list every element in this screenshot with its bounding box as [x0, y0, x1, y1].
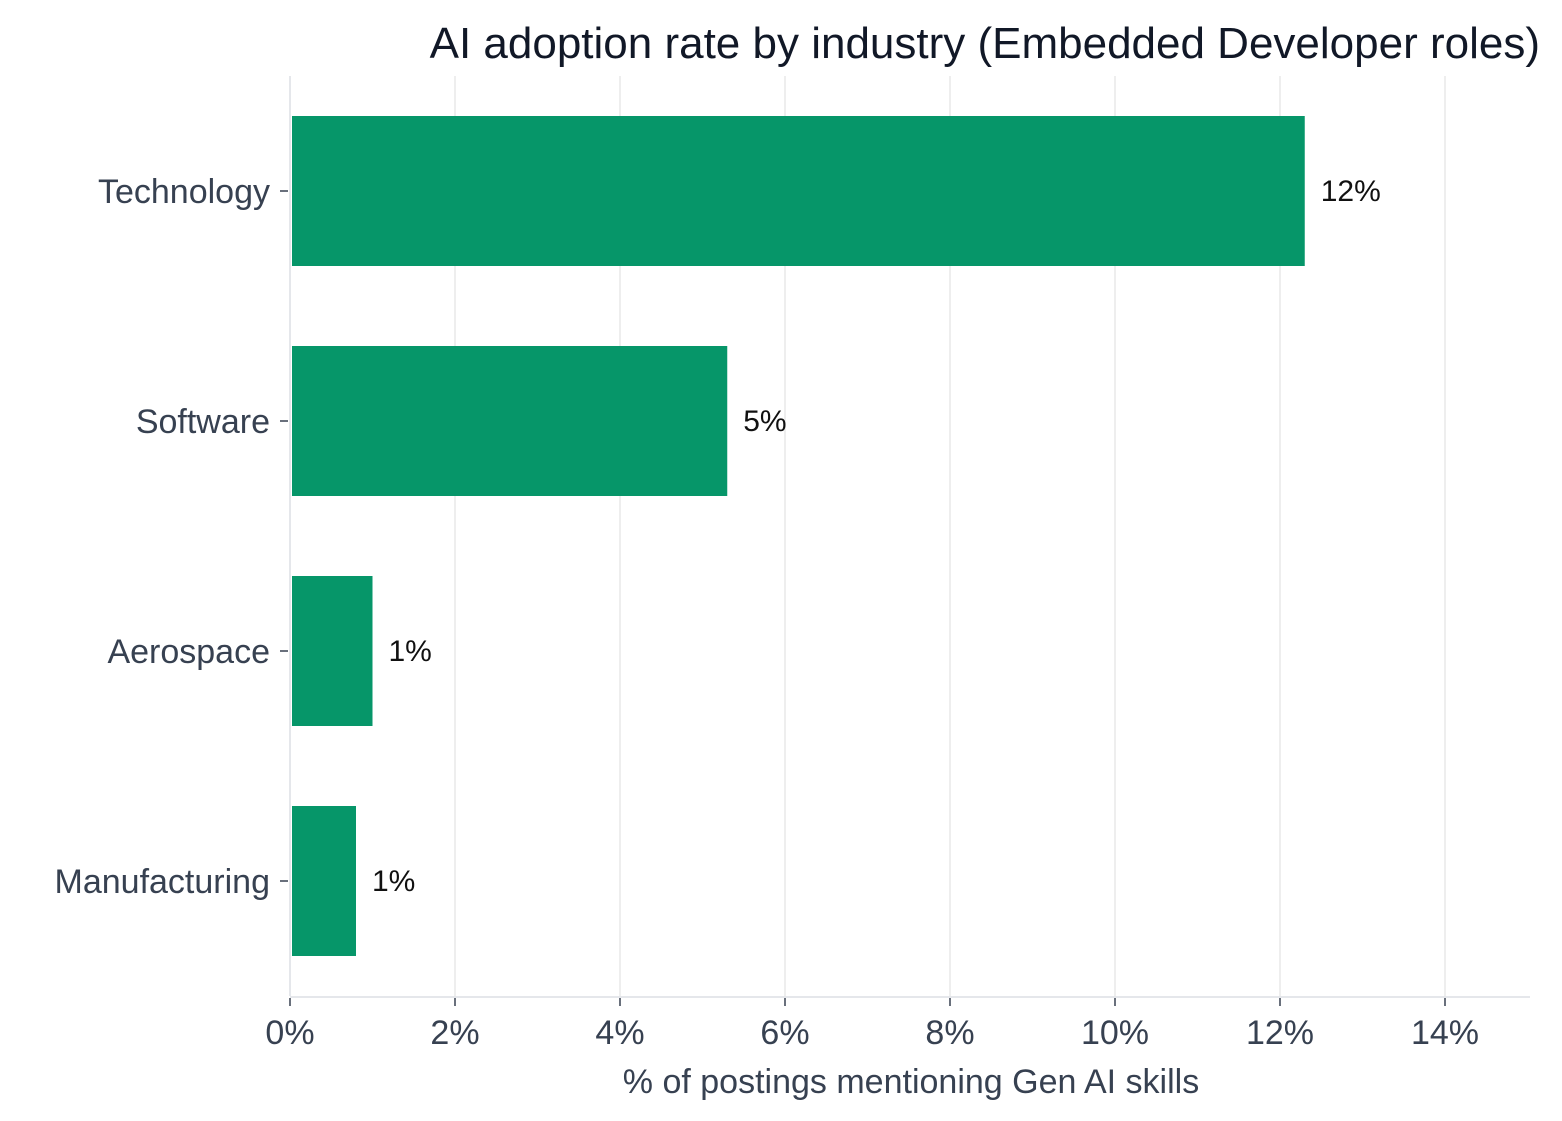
- category-label-software: Software: [136, 403, 270, 441]
- x-axis: 0% 2% 4% 6% 8% 10% 12% 14%: [265, 996, 1530, 1052]
- bars: 12% 5% 1% 1%: [292, 116, 1381, 956]
- chart-title: AI adoption rate by industry (Embedded D…: [430, 19, 1540, 68]
- x-tick-label-7: 14%: [1411, 1014, 1479, 1052]
- value-label-technology: 12%: [1321, 175, 1381, 208]
- x-axis-title: % of postings mentioning Gen AI skills: [623, 1063, 1199, 1101]
- x-tick-label-2: 4%: [595, 1014, 644, 1052]
- category-label-manufacturing: Manufacturing: [55, 863, 270, 901]
- value-label-software: 5%: [743, 405, 786, 438]
- x-tick-label-3: 6%: [760, 1014, 809, 1052]
- bar-software: [292, 346, 728, 496]
- category-label-aerospace: Aerospace: [107, 633, 270, 671]
- category-label-technology: Technology: [98, 173, 270, 211]
- value-label-aerospace: 1%: [389, 635, 432, 668]
- y-axis: Technology Software Aerospace Manufacturing: [55, 76, 291, 996]
- bar-technology: [292, 116, 1305, 266]
- bar-manufacturing: [292, 806, 356, 956]
- x-tick-label-6: 12%: [1246, 1014, 1314, 1052]
- bar-aerospace: [292, 576, 373, 726]
- x-tick-label-4: 8%: [925, 1014, 974, 1052]
- value-label-manufacturing: 1%: [372, 865, 415, 898]
- x-tick-label-0: 0%: [265, 1014, 314, 1052]
- x-tick-label-1: 2%: [430, 1014, 479, 1052]
- x-tick-label-5: 10%: [1081, 1014, 1149, 1052]
